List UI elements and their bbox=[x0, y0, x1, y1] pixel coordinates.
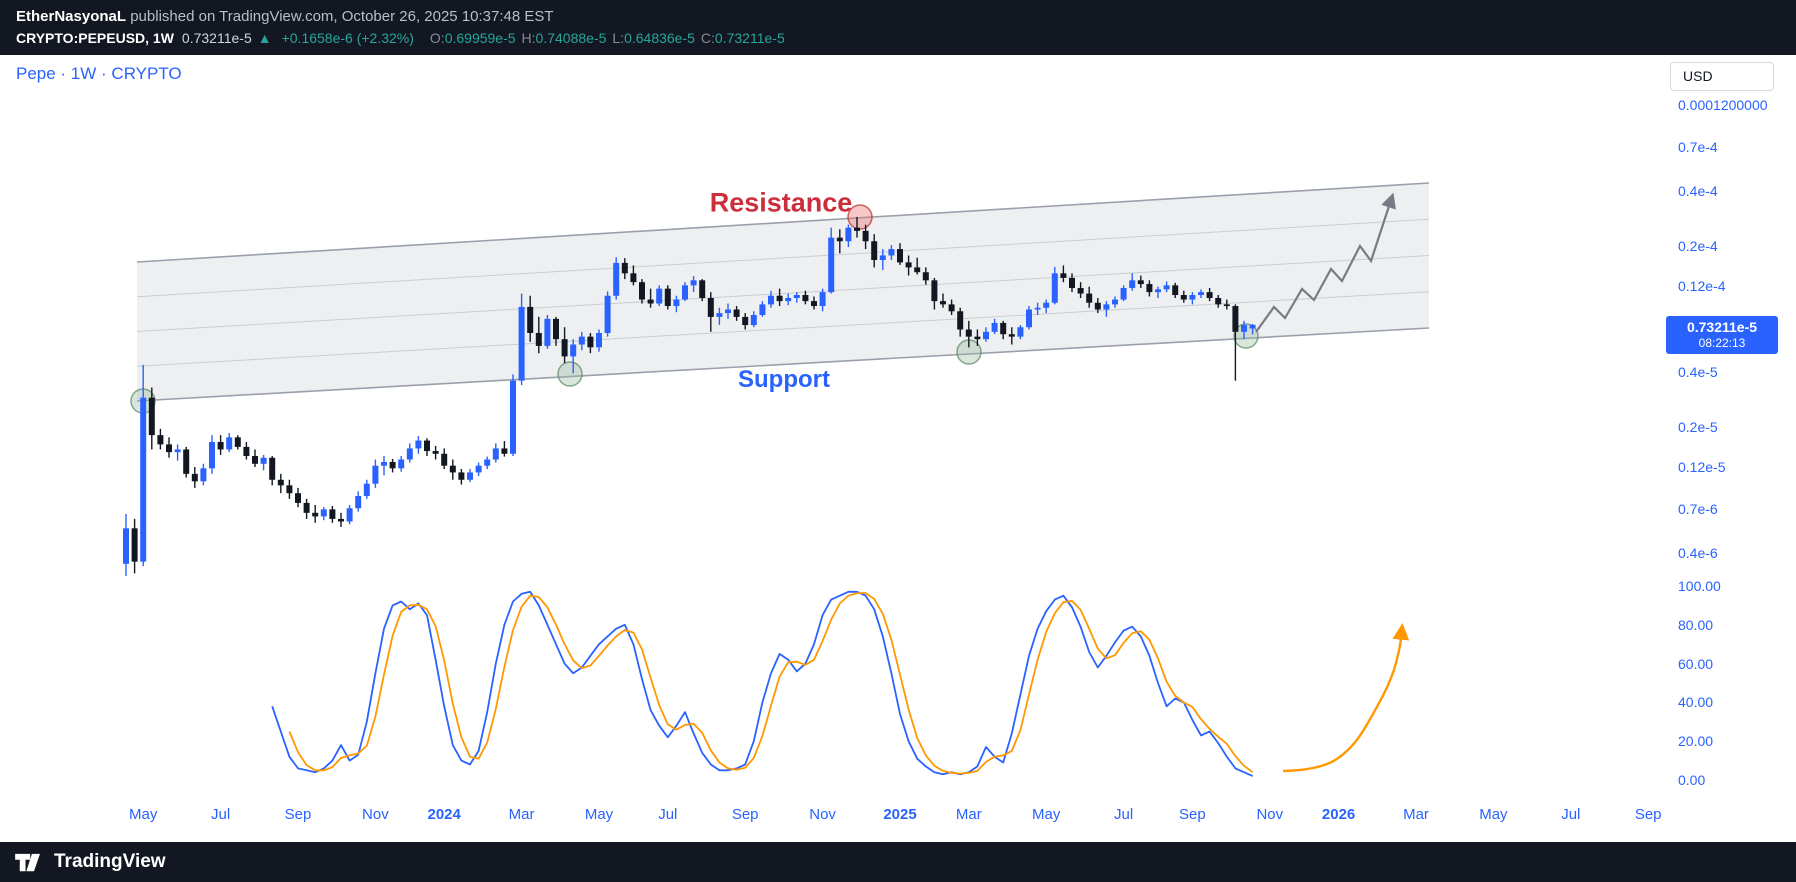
indicator-scale-label: 0.00 bbox=[1678, 772, 1706, 788]
indicator-scale-label: 40.00 bbox=[1678, 694, 1714, 711]
time-axis-label: Jul bbox=[1114, 806, 1134, 823]
low-value: 0.64836e-5 bbox=[624, 30, 695, 46]
price-scale-label: 0.4e-5 bbox=[1678, 364, 1718, 381]
time-axis-label: Mar bbox=[955, 806, 982, 823]
time-axis-label: Sep bbox=[284, 806, 312, 823]
price-projection-arrow[interactable] bbox=[1255, 192, 1396, 333]
time-axis-label: Jul bbox=[1561, 806, 1581, 823]
close-label: C: bbox=[700, 30, 715, 46]
time-axis-label: 2024 bbox=[427, 806, 461, 823]
price-scale-label: 0.7e-6 bbox=[1678, 501, 1718, 518]
header-bar: EtherNasyonaL published on TradingView.c… bbox=[0, 0, 1796, 55]
indicator-scale-label: 60.00 bbox=[1678, 655, 1714, 672]
price-scale-label: 0.12e-5 bbox=[1678, 459, 1726, 475]
chart-legend-title[interactable]: Pepe · 1W · CRYPTO bbox=[16, 64, 182, 83]
time-axis-label: Jul bbox=[211, 806, 231, 823]
open-value: 0.69959e-5 bbox=[444, 30, 516, 46]
time-axis-label: Sep bbox=[731, 806, 759, 823]
high-value: 0.74088e-5 bbox=[535, 30, 607, 46]
last-price: 0.73211e-5 bbox=[181, 30, 252, 46]
time-axis-label: Nov bbox=[809, 806, 836, 823]
time-axis-label: 2025 bbox=[883, 806, 917, 823]
publish-info-text: published on TradingView.com, October 26… bbox=[126, 8, 554, 25]
time-axis-label: Sep bbox=[1634, 806, 1662, 823]
close-value: 0.73211e-5 bbox=[714, 30, 785, 46]
last-price-badge: 0.73211e-5 08:22:13 bbox=[1666, 316, 1778, 354]
time-axis-label: Mar bbox=[508, 806, 535, 823]
time-axis-label: Mar bbox=[1403, 806, 1429, 823]
oscillator-k-line bbox=[271, 590, 1253, 777]
tradingview-logo-icon[interactable] bbox=[14, 850, 44, 874]
high-label: H: bbox=[521, 30, 536, 46]
indicator-scale-label: 80.00 bbox=[1678, 616, 1714, 633]
publish-info-row: EtherNasyonaL published on TradingView.c… bbox=[16, 5, 1780, 28]
change-arrow-icon: ▲ bbox=[257, 30, 272, 46]
currency-label[interactable]: USD bbox=[1670, 62, 1774, 91]
price-scale-label: 0.0001200000 bbox=[1678, 97, 1768, 113]
price-scale-label: 0.4e-6 bbox=[1678, 545, 1718, 562]
time-axis-label: May bbox=[1032, 806, 1061, 823]
low-label: L: bbox=[612, 30, 625, 46]
price-change: +0.1658e-6 (+2.32%) bbox=[281, 30, 414, 46]
time-axis-label: Nov bbox=[1256, 806, 1284, 823]
brand-name[interactable]: TradingView bbox=[54, 851, 166, 872]
footer-bar: TradingView bbox=[0, 842, 1796, 882]
badge-countdown: 08:22:13 bbox=[1698, 336, 1746, 350]
time-axis-label: Sep bbox=[1179, 806, 1206, 823]
price-scale-label: 0.12e-4 bbox=[1678, 278, 1726, 294]
resistance-label: Resistance bbox=[709, 187, 853, 218]
price-scale-label: 0.2e-4 bbox=[1678, 237, 1718, 254]
publisher-name: EtherNasyonaL bbox=[16, 8, 127, 25]
time-axis-label: May bbox=[584, 806, 614, 823]
time-axis-label: Jul bbox=[658, 806, 678, 823]
candlestick-series bbox=[123, 216, 1256, 576]
trend-channel[interactable] bbox=[136, 182, 1430, 402]
time-axis-label: 2026 bbox=[1321, 806, 1356, 823]
oscillator-d-line bbox=[288, 592, 1254, 775]
price-scale-label: 0.7e-4 bbox=[1678, 139, 1718, 156]
symbol-info-row: CRYPTO:PEPEUSD, 1W 0.73211e-5 ▲ +0.1658e-6 … bbox=[16, 28, 1780, 48]
time-axis-label: May bbox=[129, 806, 158, 823]
time-axis-label: May bbox=[1479, 806, 1508, 823]
touch-markers bbox=[130, 204, 1259, 414]
open-label: O: bbox=[429, 30, 445, 46]
symbol-name: CRYPTO:PEPEUSD, 1W bbox=[16, 30, 174, 46]
time-axis-label: Nov bbox=[362, 806, 389, 823]
indicator-scale-label: 20.00 bbox=[1678, 733, 1714, 750]
indicator-projection-arrow[interactable] bbox=[1282, 622, 1410, 773]
price-scale-label: 0.4e-4 bbox=[1678, 183, 1718, 200]
indicator-scale-label: 100.00 bbox=[1678, 578, 1721, 594]
support-label: Support bbox=[738, 366, 830, 393]
price-scale-label: 0.2e-5 bbox=[1678, 418, 1718, 435]
badge-price: 0.73211e-5 bbox=[1686, 319, 1758, 335]
